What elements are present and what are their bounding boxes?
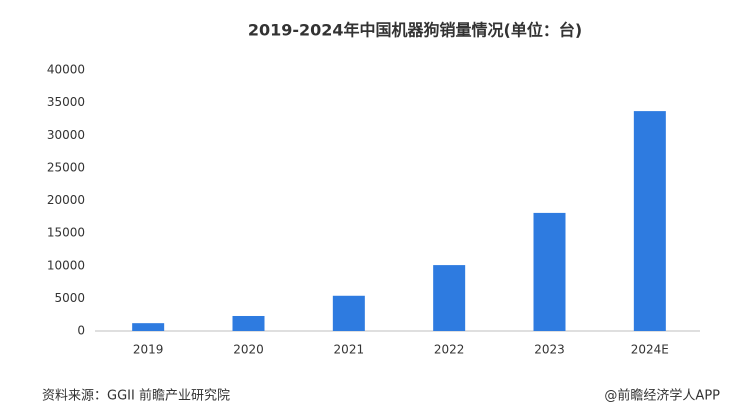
bar (132, 323, 165, 331)
x-tick-label: 2020 (233, 343, 264, 357)
source-note: 资料来源：GGII 前瞻产业研究院 (42, 388, 230, 404)
x-tick-label: 2019 (133, 343, 164, 357)
y-tick-label: 35000 (47, 95, 85, 109)
bar (533, 212, 566, 331)
credit: @前瞻经济学人APP (604, 388, 720, 404)
x-tick-label: 2023 (534, 343, 565, 357)
x-tick-label: 2024E (631, 343, 669, 357)
y-tick-label: 30000 (47, 128, 85, 142)
chart-title: 2019-2024年中国机器狗销量情况(单位：台) (248, 21, 582, 40)
bar (232, 315, 265, 331)
x-tick-label: 2022 (434, 343, 465, 357)
y-tick-label: 5000 (54, 291, 85, 305)
y-tick-label: 25000 (47, 160, 85, 174)
y-tick-label: 0 (77, 324, 85, 338)
y-tick-label: 10000 (47, 258, 85, 272)
bar (633, 111, 666, 331)
bar (332, 295, 365, 331)
y-tick-label: 15000 (47, 226, 85, 240)
x-tick-label: 2021 (334, 343, 365, 357)
y-tick-label: 20000 (47, 193, 85, 207)
y-tick-label: 40000 (47, 63, 85, 77)
bar (433, 265, 466, 331)
